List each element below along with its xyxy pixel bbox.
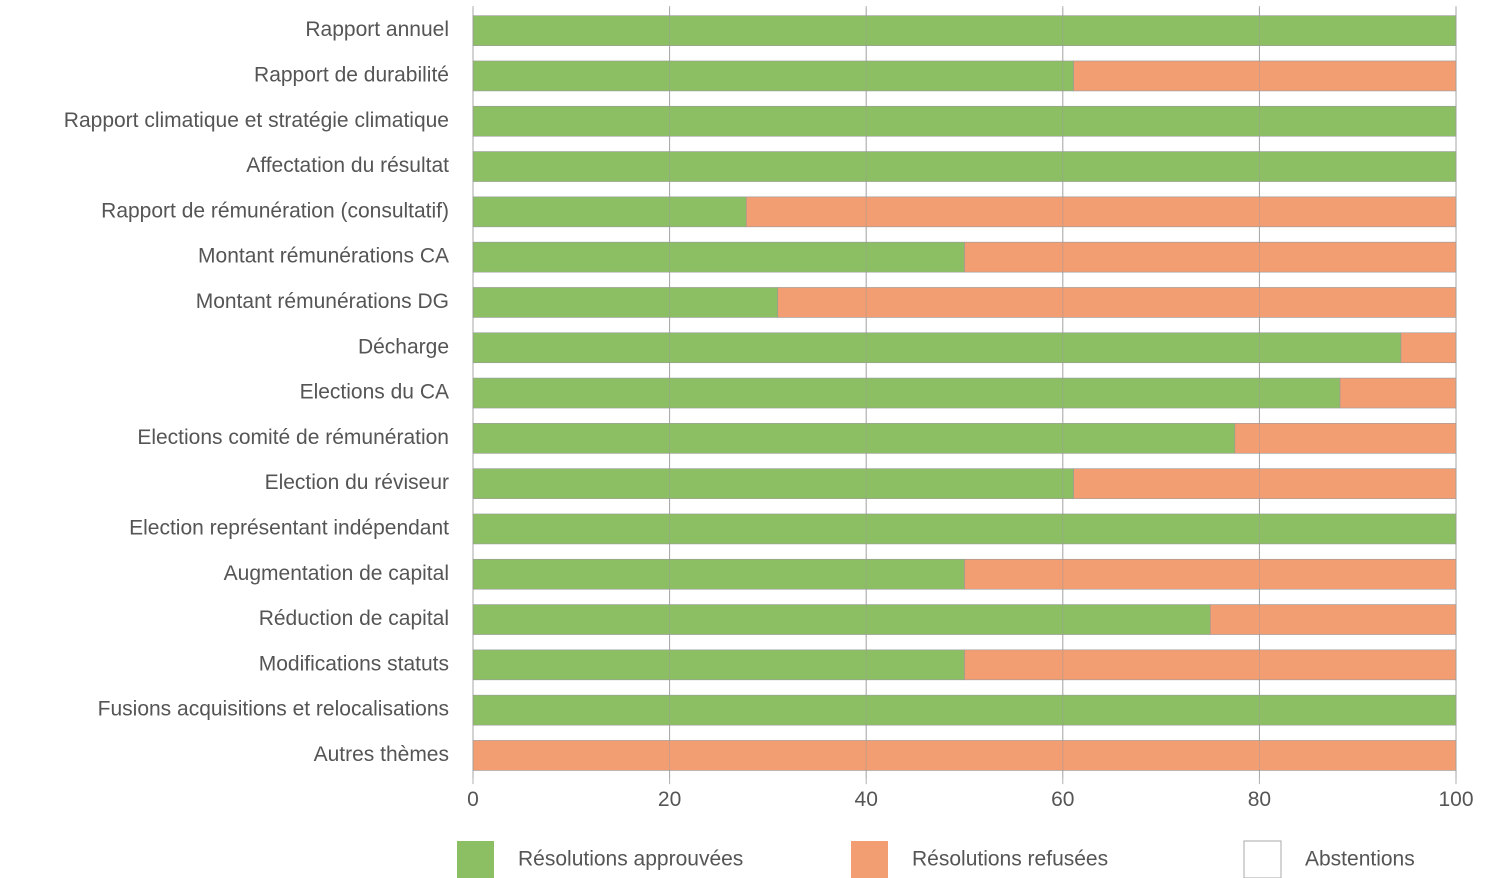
bar-2-series-0 xyxy=(472,105,1457,137)
legend-label-0: Résolutions approuvées xyxy=(518,848,743,871)
category-label-13: Réduction de capital xyxy=(259,607,449,630)
legend-label-2: Abstentions xyxy=(1305,848,1415,871)
bar-10-series-1 xyxy=(1073,468,1457,499)
category-label-10: Election du réviseur xyxy=(265,471,449,494)
category-label-7: Décharge xyxy=(358,335,449,358)
bar-11-series-0 xyxy=(472,513,1457,545)
category-label-9: Elections comité de rémunération xyxy=(137,426,449,449)
bar-4-series-1 xyxy=(745,196,1457,228)
bar-10-series-0 xyxy=(472,468,1074,499)
legend: Résolutions approuvées Résolutions refusé… xyxy=(457,840,1415,878)
gridlines-overlay xyxy=(472,8,1457,779)
category-label-0: Rapport annuel xyxy=(305,18,449,41)
bar-8-series-1 xyxy=(1339,377,1457,409)
category-label-1: Rapport de durabilité xyxy=(254,63,449,86)
bar-7-series-1 xyxy=(1400,332,1457,364)
legend-label-1: Résolutions refusées xyxy=(912,848,1108,871)
bar-4-series-0 xyxy=(472,196,747,228)
bar-13-series-0 xyxy=(472,604,1211,635)
x-tick-label-4: 80 xyxy=(1248,788,1271,811)
category-labels: Rapport annuel Rapport de durabilité Rappo… xyxy=(64,18,449,766)
bar-8-series-0 xyxy=(472,377,1341,409)
bar-5-series-1 xyxy=(964,241,1457,273)
legend-swatch-2 xyxy=(1243,840,1282,878)
x-axis-ticks: 0 20 40 60 80 100 xyxy=(467,788,1473,811)
bar-9-series-0 xyxy=(472,423,1236,454)
bar-6-series-0 xyxy=(472,287,779,318)
x-tick-label-0: 0 xyxy=(467,788,479,811)
category-label-11: Election représentant indépendant xyxy=(129,516,449,539)
x-tick-label-5: 100 xyxy=(1438,788,1473,811)
bar-0-series-0 xyxy=(472,15,1457,46)
legend-swatch-0 xyxy=(457,841,494,878)
bar-12-series-0 xyxy=(472,558,965,590)
category-label-8: Elections du CA xyxy=(300,381,449,404)
bar-14-series-0 xyxy=(472,649,965,681)
bars xyxy=(472,15,1457,771)
bar-13-series-1 xyxy=(1209,604,1457,635)
bar-6-series-1 xyxy=(777,287,1457,318)
bar-9-series-1 xyxy=(1234,423,1457,454)
bar-14-series-1 xyxy=(964,649,1457,681)
bar-7-series-0 xyxy=(472,332,1402,364)
category-label-4: Rapport de rémunération (consultatif) xyxy=(101,199,449,222)
category-label-16: Autres thèmes xyxy=(314,743,449,766)
x-tick-label-1: 20 xyxy=(658,788,681,811)
bar-15-series-0 xyxy=(472,694,1457,726)
category-label-12: Augmentation de capital xyxy=(224,562,449,585)
category-label-14: Modifications statuts xyxy=(259,652,449,675)
bar-12-series-1 xyxy=(964,558,1457,590)
x-tick-label-3: 60 xyxy=(1051,788,1074,811)
category-label-15: Fusions acquisitions et relocalisations xyxy=(98,698,449,721)
bar-1-series-0 xyxy=(472,60,1074,92)
bar-16-series-1 xyxy=(472,740,1457,771)
category-label-6: Montant rémunérations DG xyxy=(196,290,449,313)
bar-1-series-1 xyxy=(1073,60,1457,92)
category-label-3: Affectation du résultat xyxy=(246,154,449,177)
category-label-2: Rapport climatique et stratégie climatiq… xyxy=(64,109,449,132)
category-label-5: Montant rémunérations CA xyxy=(198,245,449,268)
bar-5-series-0 xyxy=(472,241,965,273)
x-tick-label-2: 40 xyxy=(855,788,878,811)
legend-swatch-1 xyxy=(851,841,888,878)
bar-3-series-0 xyxy=(472,151,1457,182)
